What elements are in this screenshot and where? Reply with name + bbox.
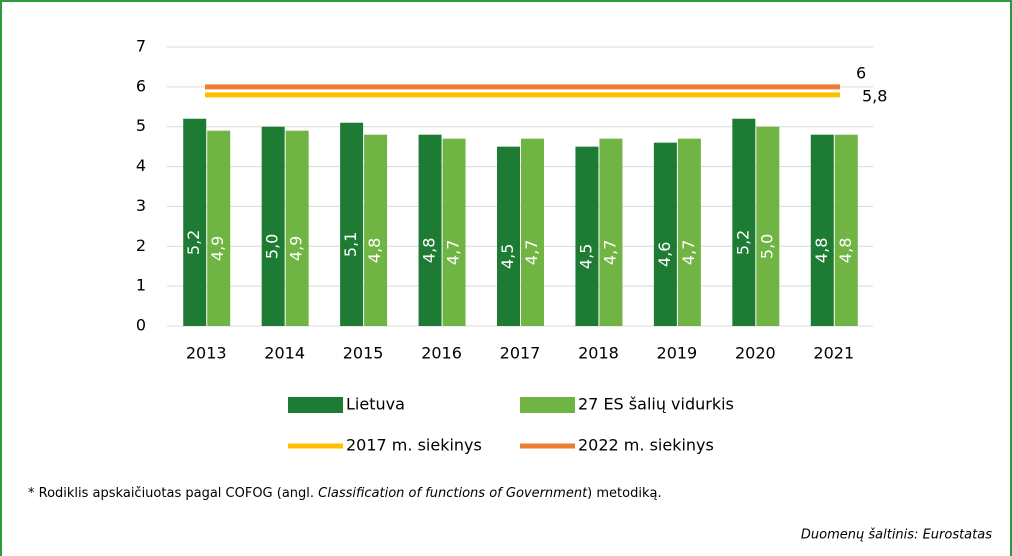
value-label: 5,0 bbox=[757, 234, 776, 259]
x-tick-label: 2021 bbox=[813, 344, 854, 363]
legend-label: Lietuva bbox=[346, 395, 405, 414]
bar bbox=[732, 118, 756, 326]
footnote: * Rodiklis apskaičiuotas pagal COFOG (an… bbox=[28, 486, 662, 501]
x-tick-label: 2019 bbox=[657, 344, 698, 363]
bar bbox=[207, 130, 231, 326]
value-label: 4,8 bbox=[836, 238, 855, 263]
value-label: 4,8 bbox=[812, 238, 831, 263]
bar bbox=[599, 138, 623, 326]
bar bbox=[497, 146, 520, 326]
bar bbox=[340, 122, 364, 326]
value-label: 4,7 bbox=[600, 240, 619, 265]
value-label: 4,9 bbox=[287, 236, 306, 261]
value-label: 4,7 bbox=[444, 240, 463, 265]
value-label: 4,7 bbox=[522, 240, 541, 265]
bar bbox=[653, 142, 677, 326]
y-tick-label: 1 bbox=[136, 276, 146, 295]
footnote-part: Classification of functions of Governmen… bbox=[318, 486, 588, 501]
legend-label: 27 ES šalių vidurkis bbox=[578, 395, 734, 414]
target-label: 6 bbox=[856, 63, 866, 82]
y-tick-label: 0 bbox=[136, 316, 146, 335]
value-label: 4,5 bbox=[576, 244, 595, 269]
footnote-part: * Rodiklis apskaičiuotas pagal COFOG (an… bbox=[28, 486, 318, 501]
x-tick-label: 2018 bbox=[578, 344, 619, 363]
legend-label: 2022 m. siekinys bbox=[578, 436, 714, 455]
footnote-part: ) metodiką. bbox=[587, 486, 661, 501]
bar bbox=[575, 146, 599, 326]
y-tick-label: 3 bbox=[136, 196, 146, 215]
value-label: 4,9 bbox=[208, 236, 227, 261]
value-label: 4,6 bbox=[655, 242, 674, 267]
legend-swatch bbox=[288, 397, 343, 413]
y-tick-label: 4 bbox=[136, 156, 146, 175]
bar bbox=[285, 130, 309, 326]
value-label: 4,7 bbox=[679, 240, 698, 265]
bar bbox=[521, 138, 544, 326]
bar bbox=[183, 118, 207, 326]
x-tick-label: 2017 bbox=[500, 344, 541, 363]
y-tick-label: 6 bbox=[136, 76, 146, 95]
bar bbox=[756, 126, 780, 326]
value-label: 5,0 bbox=[263, 234, 282, 259]
bar bbox=[834, 134, 858, 326]
x-tick-label: 2015 bbox=[343, 344, 384, 363]
bar bbox=[677, 138, 701, 326]
y-tick-label: 5 bbox=[136, 116, 146, 135]
value-label: 4,8 bbox=[420, 238, 439, 263]
legend-swatch bbox=[520, 397, 575, 413]
value-label: 5,2 bbox=[733, 230, 752, 255]
value-label: 4,5 bbox=[498, 244, 517, 269]
bar bbox=[418, 134, 442, 326]
x-tick-label: 2016 bbox=[421, 344, 462, 363]
source: Duomenų šaltinis: Eurostatas bbox=[801, 528, 992, 543]
bar bbox=[810, 134, 834, 326]
x-tick-label: 2020 bbox=[735, 344, 776, 363]
legend-label: 2017 m. siekinys bbox=[346, 436, 482, 455]
value-label: 5,1 bbox=[341, 232, 360, 257]
bar bbox=[261, 126, 285, 326]
x-tick-label: 2013 bbox=[186, 344, 227, 363]
target-label: 5,8 bbox=[862, 86, 887, 105]
value-label: 5,2 bbox=[184, 230, 203, 255]
value-label: 4,8 bbox=[365, 238, 384, 263]
y-tick-label: 2 bbox=[136, 236, 146, 255]
x-tick-label: 2014 bbox=[264, 344, 305, 363]
bar bbox=[364, 134, 388, 326]
bar bbox=[442, 138, 466, 326]
y-tick-label: 7 bbox=[136, 37, 146, 56]
